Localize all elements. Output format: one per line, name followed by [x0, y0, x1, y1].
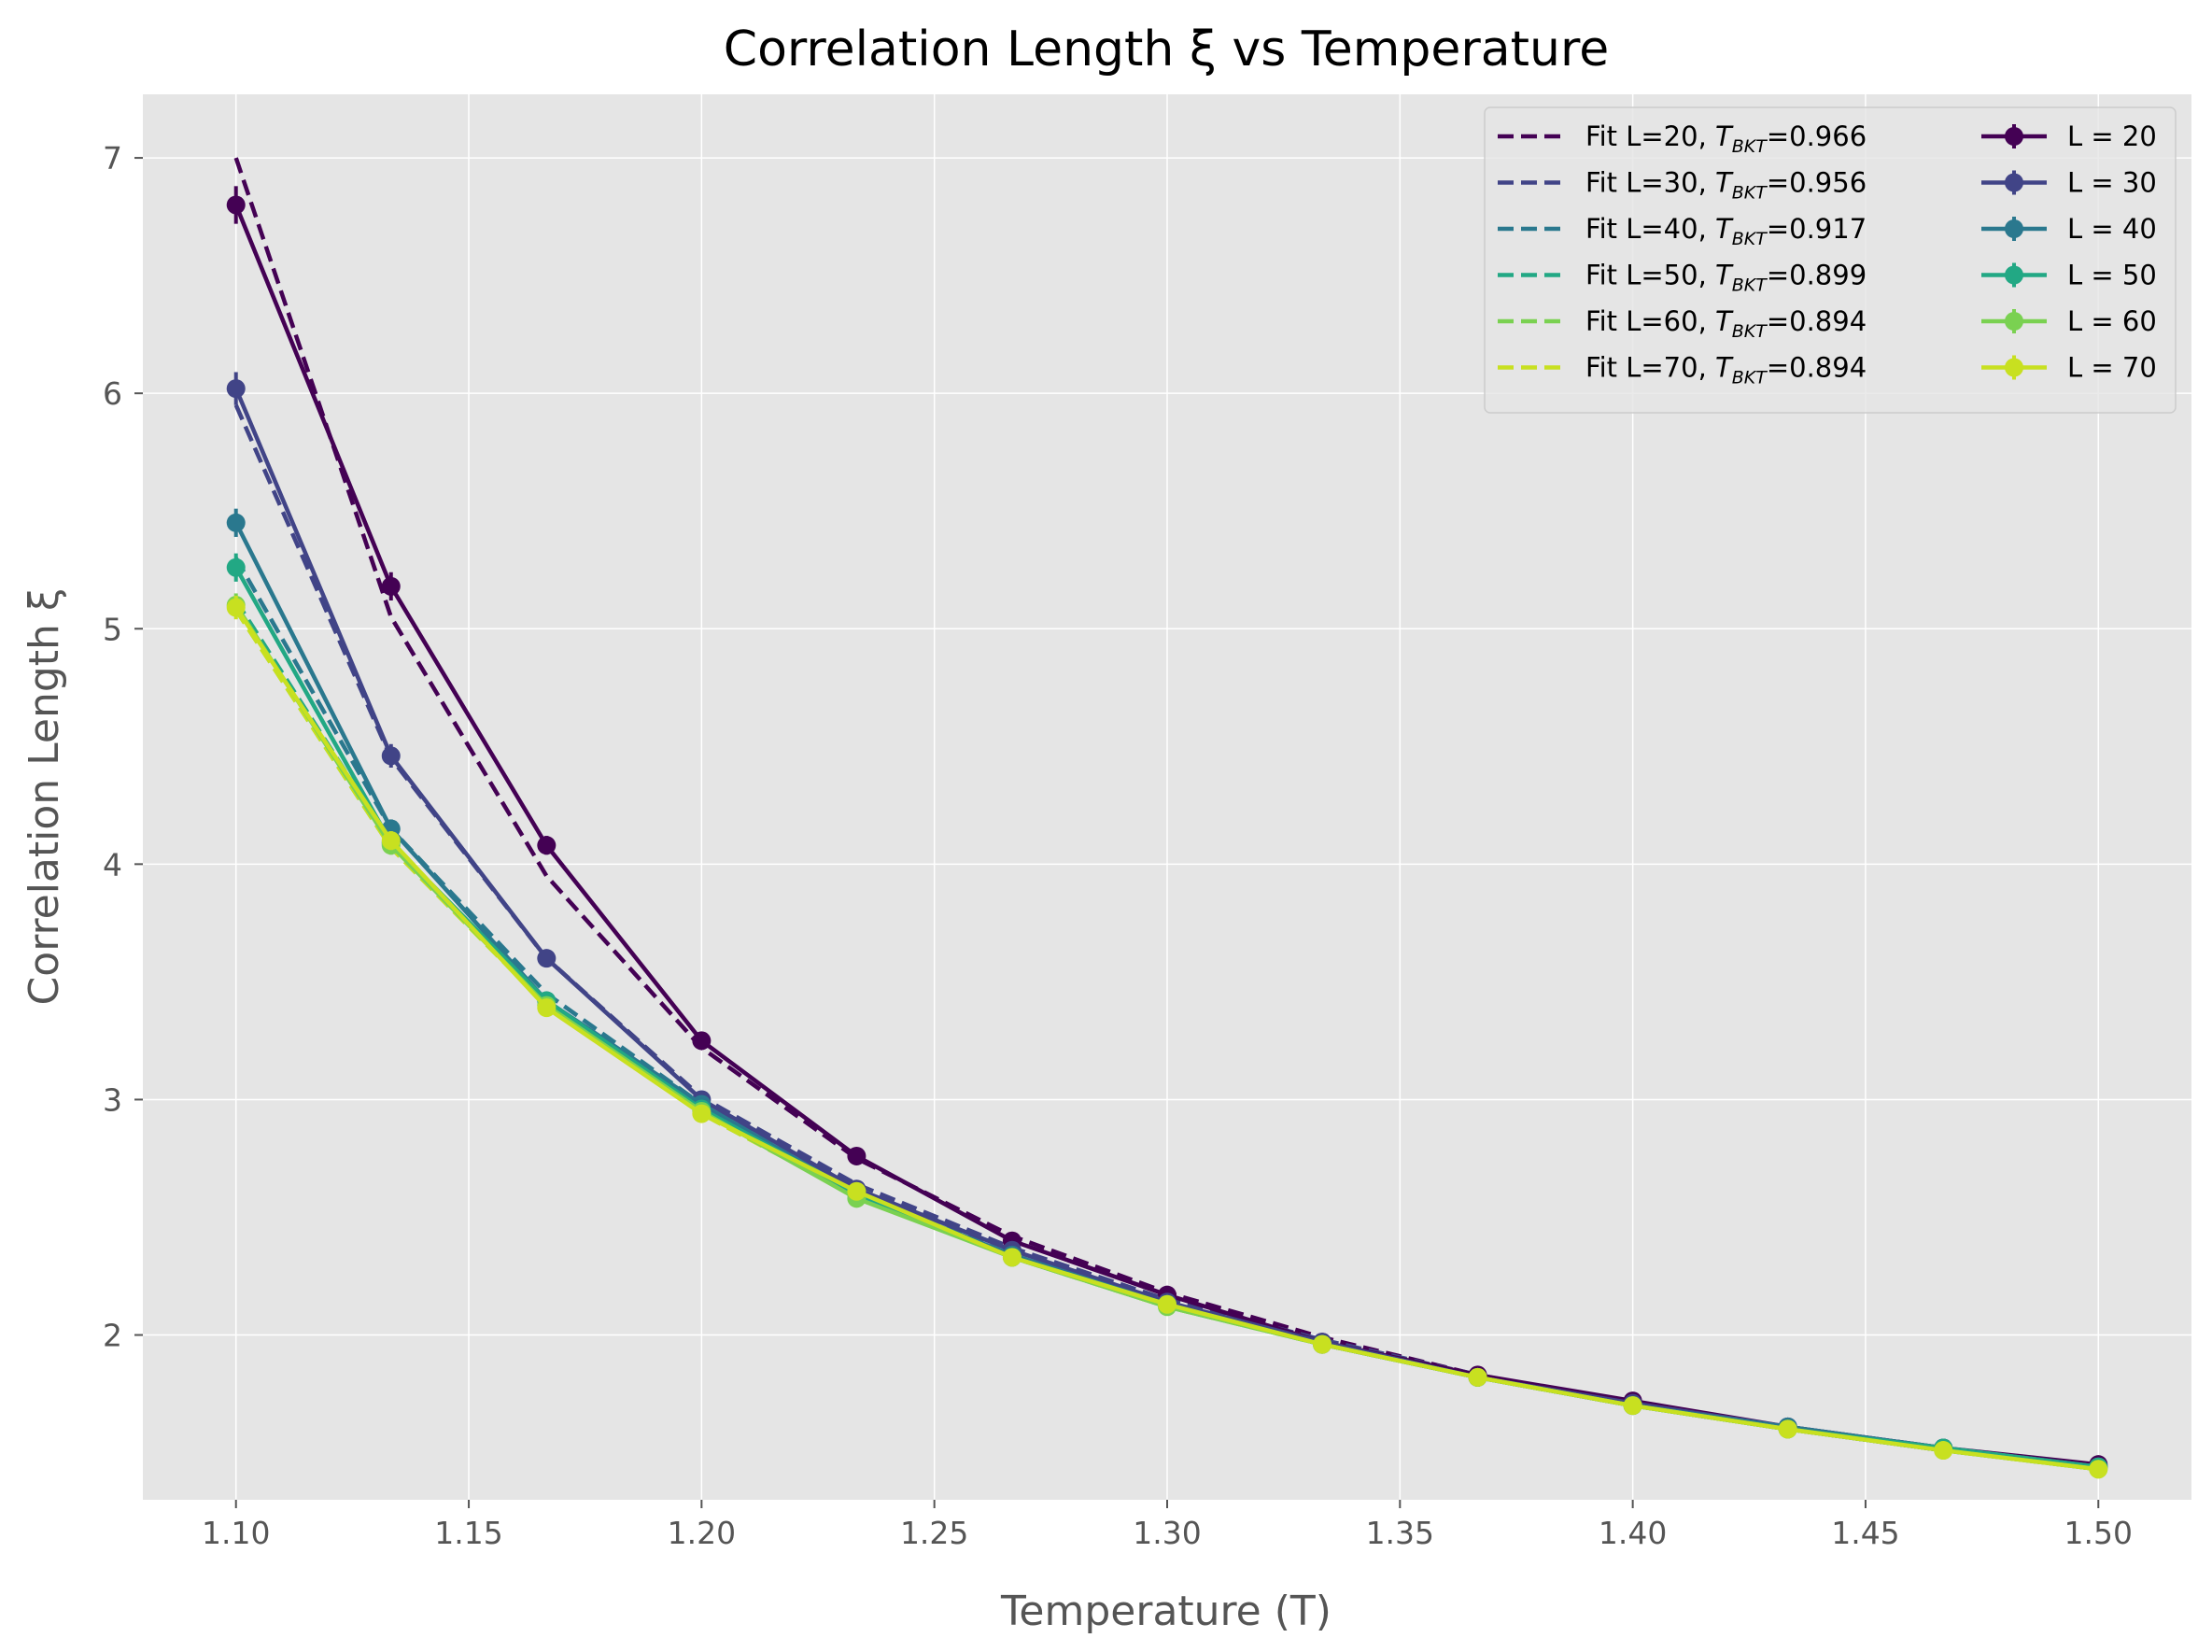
- legend-series-label: L = 20: [2067, 120, 2157, 152]
- legend-fit-label: Fit L=20, TBKT=0.966: [1585, 120, 1867, 157]
- legend-T: T: [1715, 167, 1734, 199]
- x-axis: 1.10 1.15 1.20 1.25 1.30 1.35 1.40 1.45 1.50: [202, 1500, 2133, 1551]
- y-tick-label: 3: [103, 1081, 122, 1118]
- x-tick-label: 1.20: [668, 1515, 736, 1551]
- data-point: [2089, 1460, 2108, 1479]
- x-tick-label: 1.50: [2064, 1515, 2133, 1551]
- data-point: [847, 1181, 866, 1201]
- y-tick-label: 6: [103, 375, 122, 412]
- legend-T-subscript: BKT: [1732, 275, 1768, 296]
- legend-fit-prefix: Fit L=50,: [1585, 260, 1715, 291]
- data-point: [226, 558, 246, 577]
- legend-T-subscript: BKT: [1732, 321, 1768, 342]
- legend-fit-prefix: Fit L=40,: [1585, 213, 1715, 245]
- legend-fit-value: =0.894: [1767, 305, 1867, 337]
- data-point: [226, 195, 246, 215]
- x-tick-label: 1.45: [1831, 1515, 1899, 1551]
- legend-T-subscript: BKT: [1732, 136, 1768, 157]
- x-axis-label: Temperature (T): [1000, 1588, 1331, 1635]
- series: [226, 595, 2108, 1479]
- legend-fit-label: Fit L=40, TBKT=0.917: [1585, 213, 1867, 249]
- legend-T: T: [1715, 120, 1734, 152]
- legend-fit-value: =0.917: [1767, 213, 1867, 245]
- y-axis: 2 3 4 5 6 7: [103, 140, 143, 1354]
- y-tick-label: 2: [103, 1318, 122, 1354]
- legend-fit-label: Fit L=60, TBKT=0.894: [1585, 305, 1867, 342]
- legend-fit-prefix: Fit L=60,: [1585, 305, 1715, 337]
- legend-T: T: [1715, 305, 1734, 337]
- data-point: [537, 998, 557, 1018]
- legend-fit-label: Fit L=50, TBKT=0.899: [1585, 260, 1867, 296]
- y-axis-label: Correlation Length ξ: [21, 588, 68, 1006]
- legend-fit-prefix: Fit L=70,: [1585, 352, 1715, 384]
- legend-marker: [2005, 358, 2023, 377]
- chart-title: Correlation Length ξ vs Temperature: [724, 21, 1609, 78]
- data-point: [1158, 1294, 1176, 1314]
- y-tick-label: 7: [103, 140, 122, 176]
- legend-marker: [2005, 265, 2023, 285]
- legend-fit-value: =0.956: [1767, 167, 1867, 199]
- x-tick-label: 1.30: [1133, 1515, 1201, 1551]
- x-tick-label: 1.35: [1366, 1515, 1434, 1551]
- legend-fit-label: Fit L=70, TBKT=0.894: [1585, 352, 1867, 388]
- data-point: [226, 379, 246, 399]
- legend-fit-value: =0.899: [1767, 260, 1867, 291]
- data-point: [381, 746, 401, 766]
- data-point: [1778, 1419, 1797, 1439]
- x-tick-label: 1.25: [900, 1515, 968, 1551]
- legend-T-subscript: BKT: [1732, 183, 1768, 204]
- y-tick-label: 5: [103, 611, 122, 647]
- data-point: [1313, 1334, 1332, 1354]
- y-tick-label: 4: [103, 846, 122, 882]
- legend-series-label: L = 50: [2067, 260, 2157, 291]
- legend-series-label: L = 70: [2067, 352, 2157, 384]
- data-point: [847, 1146, 866, 1165]
- data-point: [381, 576, 401, 596]
- legend-fit-prefix: Fit L=30,: [1585, 167, 1715, 199]
- data-point: [1002, 1248, 1021, 1267]
- data-series: [226, 186, 2108, 1479]
- legend-series-label: L = 40: [2067, 213, 2157, 245]
- legend-marker: [2005, 312, 2023, 331]
- data-point: [692, 1104, 712, 1123]
- legend-marker: [2005, 127, 2023, 146]
- x-tick-label: 1.40: [1599, 1515, 1667, 1551]
- data-point: [1468, 1367, 1487, 1387]
- data-point: [226, 513, 246, 532]
- legend-T: T: [1715, 213, 1734, 245]
- data-point: [537, 949, 557, 968]
- legend-T: T: [1715, 260, 1734, 291]
- legend-series-label: L = 60: [2067, 305, 2157, 337]
- legend-T-subscript: BKT: [1732, 368, 1768, 388]
- legend-T: T: [1715, 352, 1734, 384]
- legend-marker: [2005, 219, 2023, 238]
- data-point: [1934, 1441, 1953, 1461]
- legend-fit-label: Fit L=30, TBKT=0.956: [1585, 167, 1867, 204]
- x-tick-label: 1.10: [202, 1515, 270, 1551]
- legend-fit-value: =0.966: [1767, 120, 1867, 152]
- legend-fit-value: =0.894: [1767, 352, 1867, 384]
- data-point: [381, 831, 401, 851]
- data-point: [692, 1031, 712, 1051]
- data-point: [226, 598, 246, 617]
- data-point: [1623, 1396, 1642, 1416]
- legend-fit-prefix: Fit L=20,: [1585, 120, 1715, 152]
- data-point: [537, 836, 557, 855]
- legend-series-label: L = 30: [2067, 167, 2157, 199]
- legend-marker: [2005, 173, 2023, 192]
- legend-T-subscript: BKT: [1732, 229, 1768, 249]
- x-tick-label: 1.15: [434, 1515, 502, 1551]
